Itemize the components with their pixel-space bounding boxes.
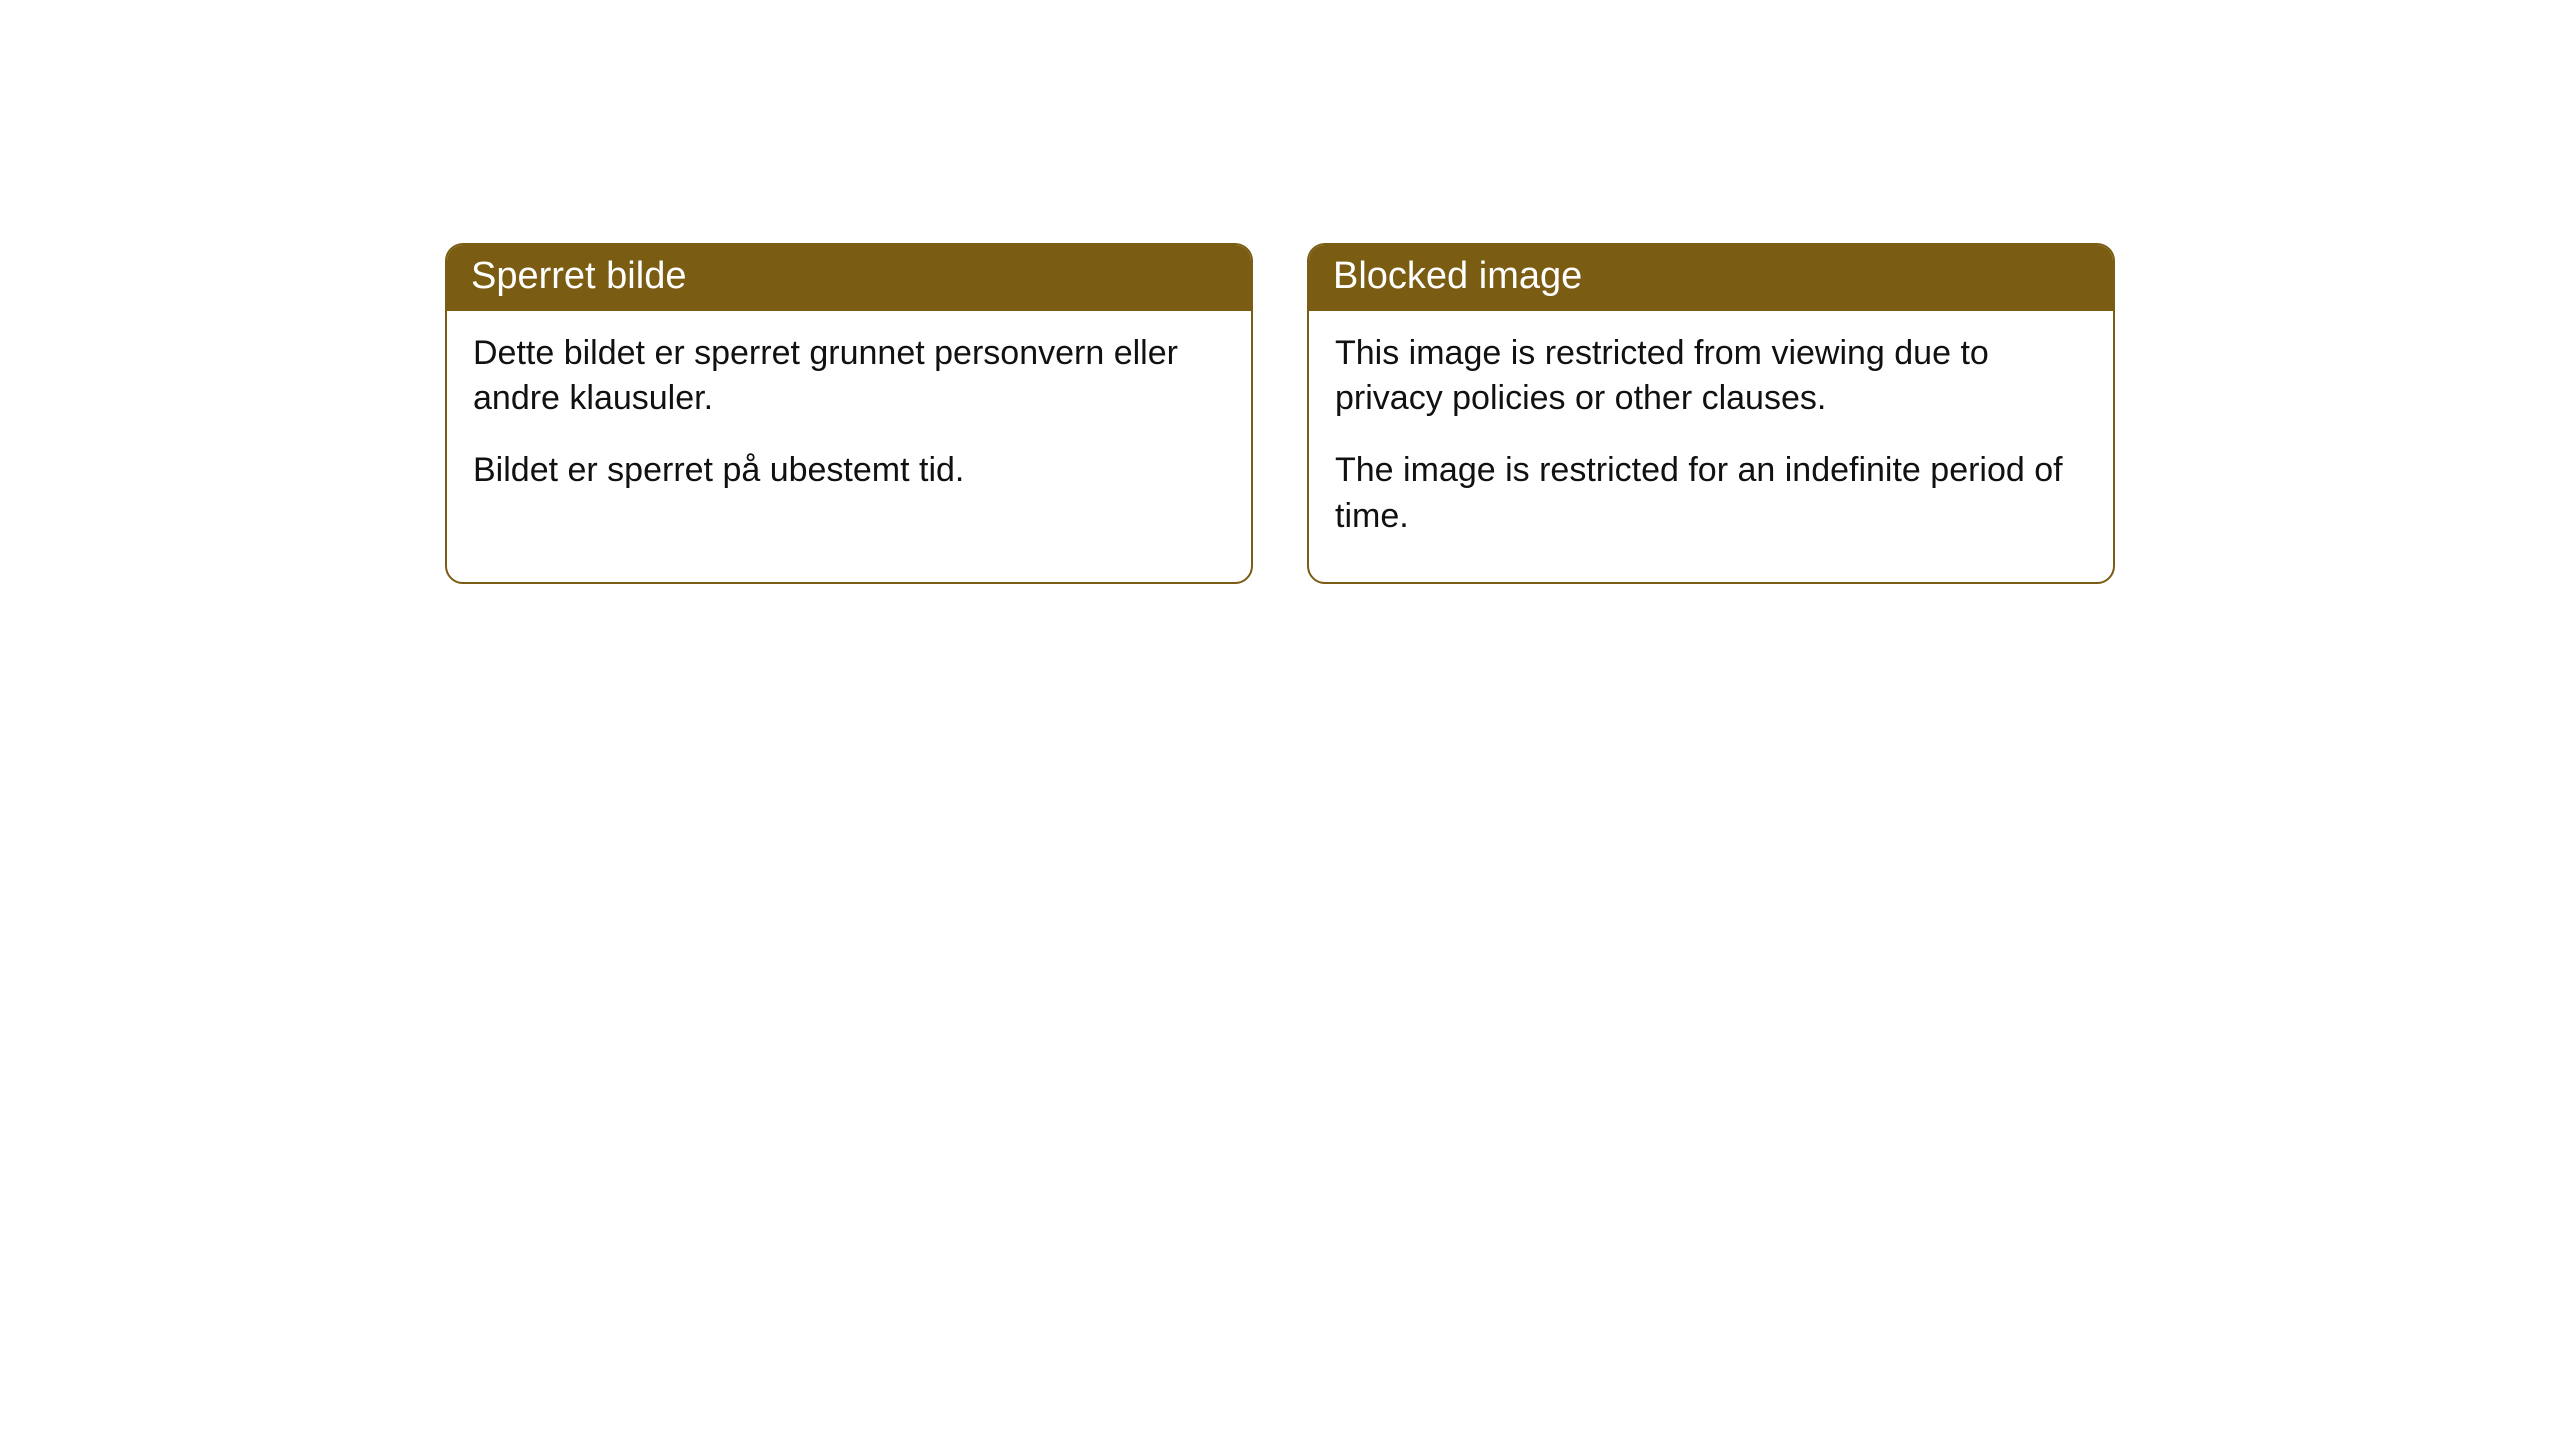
panel-paragraph: Bildet er sperret på ubestemt tid. (473, 448, 1225, 494)
panel-header-no: Sperret bilde (447, 245, 1251, 311)
panel-paragraph: The image is restricted for an indefinit… (1335, 448, 2087, 540)
panel-paragraph: This image is restricted from viewing du… (1335, 331, 2087, 423)
panel-header-en: Blocked image (1309, 245, 2113, 311)
panel-body-no: Dette bildet er sperret grunnet personve… (447, 311, 1251, 537)
panel-paragraph: Dette bildet er sperret grunnet personve… (473, 331, 1225, 423)
blocked-image-panel-no: Sperret bilde Dette bildet er sperret gr… (445, 243, 1253, 584)
blocked-image-panel-en: Blocked image This image is restricted f… (1307, 243, 2115, 584)
panel-body-en: This image is restricted from viewing du… (1309, 311, 2113, 583)
panels-container: Sperret bilde Dette bildet er sperret gr… (0, 0, 2560, 584)
